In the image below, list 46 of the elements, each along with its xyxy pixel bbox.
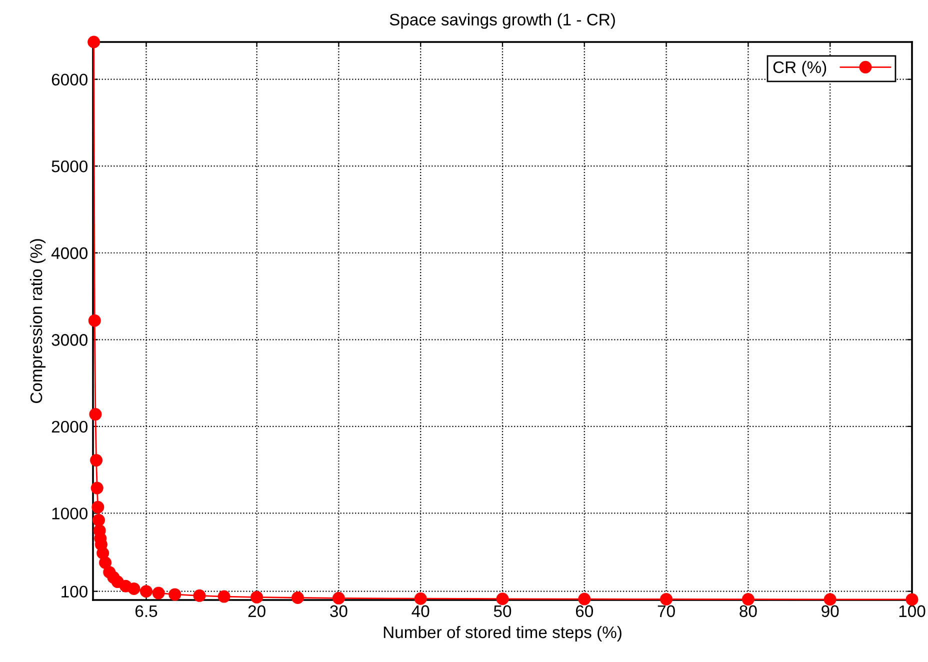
point (140, 585, 152, 598)
point (332, 592, 345, 604)
point (90, 482, 104, 494)
y-tick-label: 100 (62, 586, 88, 598)
point (218, 590, 230, 603)
point (414, 592, 427, 605)
point (128, 582, 140, 595)
x-tick-label: 50 (494, 605, 512, 618)
x-tick-label: 90 (822, 605, 839, 618)
x-tick-label: 30 (330, 605, 348, 618)
y-tick-label: 4000 (51, 247, 88, 260)
point (88, 36, 100, 48)
y-tick-label: 5000 (52, 160, 88, 172)
point (99, 556, 112, 569)
x-tick-label: 6.5 (136, 605, 158, 618)
legend-label: CR (%) (773, 60, 826, 76)
point (906, 593, 918, 606)
x-tick-label: 60 (576, 605, 594, 618)
x-tick-label: 100 (899, 605, 926, 618)
y-tick-label: 3000 (52, 334, 88, 346)
y-tick-label: 2000 (52, 420, 88, 433)
y-tick-label: 6000 (52, 74, 88, 86)
x-tick-label: 70 (658, 605, 675, 618)
y-axis-title: Compression ratio (%) (30, 239, 46, 404)
point (496, 592, 509, 606)
point (152, 586, 165, 600)
point (824, 593, 836, 606)
point (89, 408, 102, 421)
x-tick-label: 80 (740, 605, 757, 618)
point (742, 593, 754, 606)
point (90, 454, 103, 467)
point (193, 589, 206, 602)
x-tick-label: 40 (412, 605, 430, 618)
point (92, 500, 104, 514)
point (660, 592, 673, 606)
point (168, 588, 182, 601)
point (250, 590, 264, 604)
point (578, 592, 591, 606)
point (92, 514, 105, 526)
x-tick-label: 20 (248, 605, 266, 618)
x-axis-title: Number of stored time steps (%) (384, 626, 622, 642)
point (88, 314, 101, 327)
y-tick-label: 1000 (52, 508, 88, 520)
point (96, 546, 110, 560)
point (292, 591, 304, 604)
chart-title: Space savings growth (1 - CR) (390, 13, 615, 29)
